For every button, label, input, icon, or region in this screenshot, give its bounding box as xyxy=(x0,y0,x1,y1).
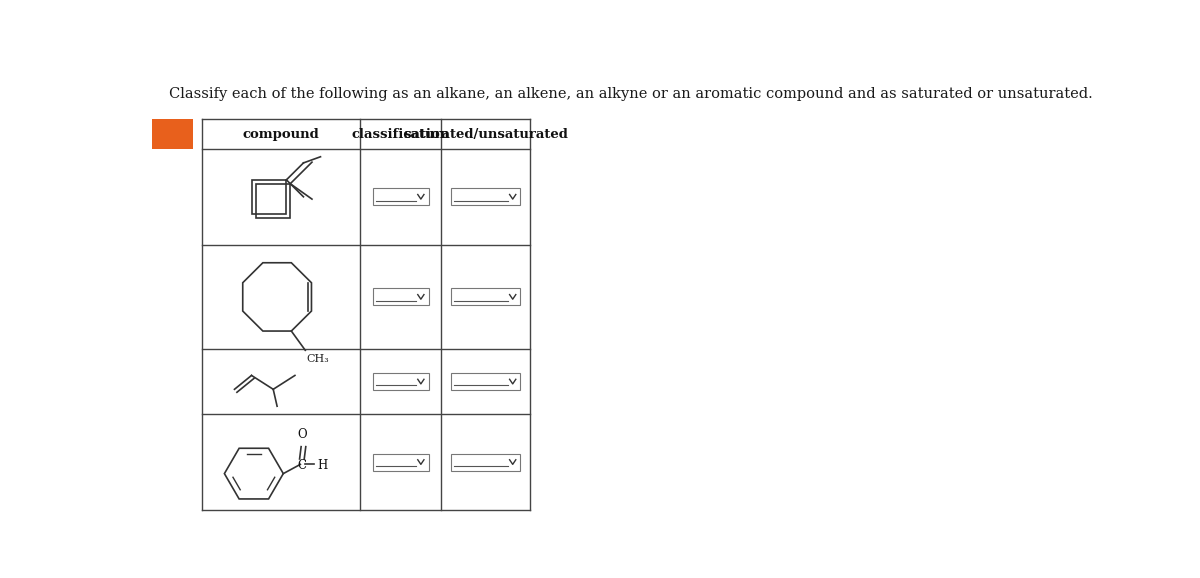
Polygon shape xyxy=(373,373,428,390)
Polygon shape xyxy=(451,373,521,390)
Text: O: O xyxy=(298,428,307,440)
Polygon shape xyxy=(151,120,193,149)
Text: compound: compound xyxy=(242,128,319,140)
Text: saturated/unsaturated: saturated/unsaturated xyxy=(403,128,568,140)
Text: classification: classification xyxy=(352,128,450,140)
Polygon shape xyxy=(373,454,428,470)
Text: CH₃: CH₃ xyxy=(307,354,330,364)
Text: Classify each of the following as an alkane, an alkene, an alkyne or an aromatic: Classify each of the following as an alk… xyxy=(169,87,1093,101)
Polygon shape xyxy=(451,188,521,205)
Polygon shape xyxy=(451,288,521,305)
Polygon shape xyxy=(373,188,428,205)
Polygon shape xyxy=(373,288,428,305)
Text: H: H xyxy=(317,460,328,472)
Polygon shape xyxy=(451,454,521,470)
Text: C: C xyxy=(298,458,306,472)
